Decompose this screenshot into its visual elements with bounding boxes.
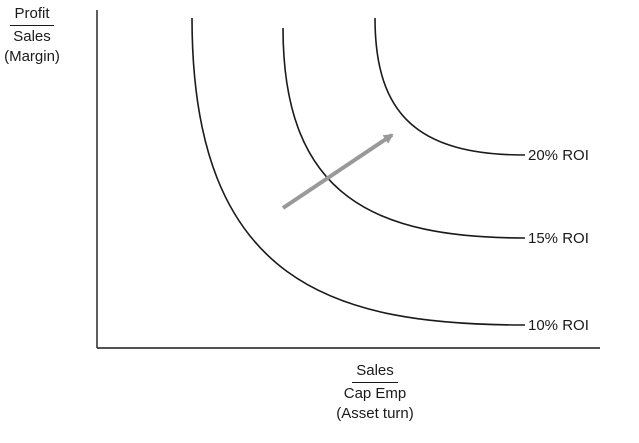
x-label-numerator: Sales — [352, 362, 398, 383]
y-label-denominator: Sales — [13, 28, 51, 45]
roi-curve-3 — [374, 17, 526, 156]
x-axis-label: Sales Cap Emp (Asset turn) — [310, 362, 440, 423]
roi-curve-2 — [282, 27, 526, 239]
roi-curve-label-3: 20% ROI — [528, 147, 589, 164]
roi-curves: 10% ROI 15% ROI 20% ROI — [191, 17, 589, 334]
roi-curve-label-2: 15% ROI — [528, 230, 589, 247]
y-label-note: (Margin) — [4, 48, 60, 65]
y-label-numerator: Profit — [10, 5, 54, 26]
x-label-note: (Asset turn) — [336, 405, 414, 422]
roi-curve-label-1: 10% ROI — [528, 317, 589, 334]
x-label-denominator: Cap Emp — [343, 385, 407, 402]
increasing-roi-arrow — [281, 133, 394, 210]
y-axis-label: Profit Sales (Margin) — [0, 5, 64, 66]
roi-curve-1 — [191, 17, 526, 326]
